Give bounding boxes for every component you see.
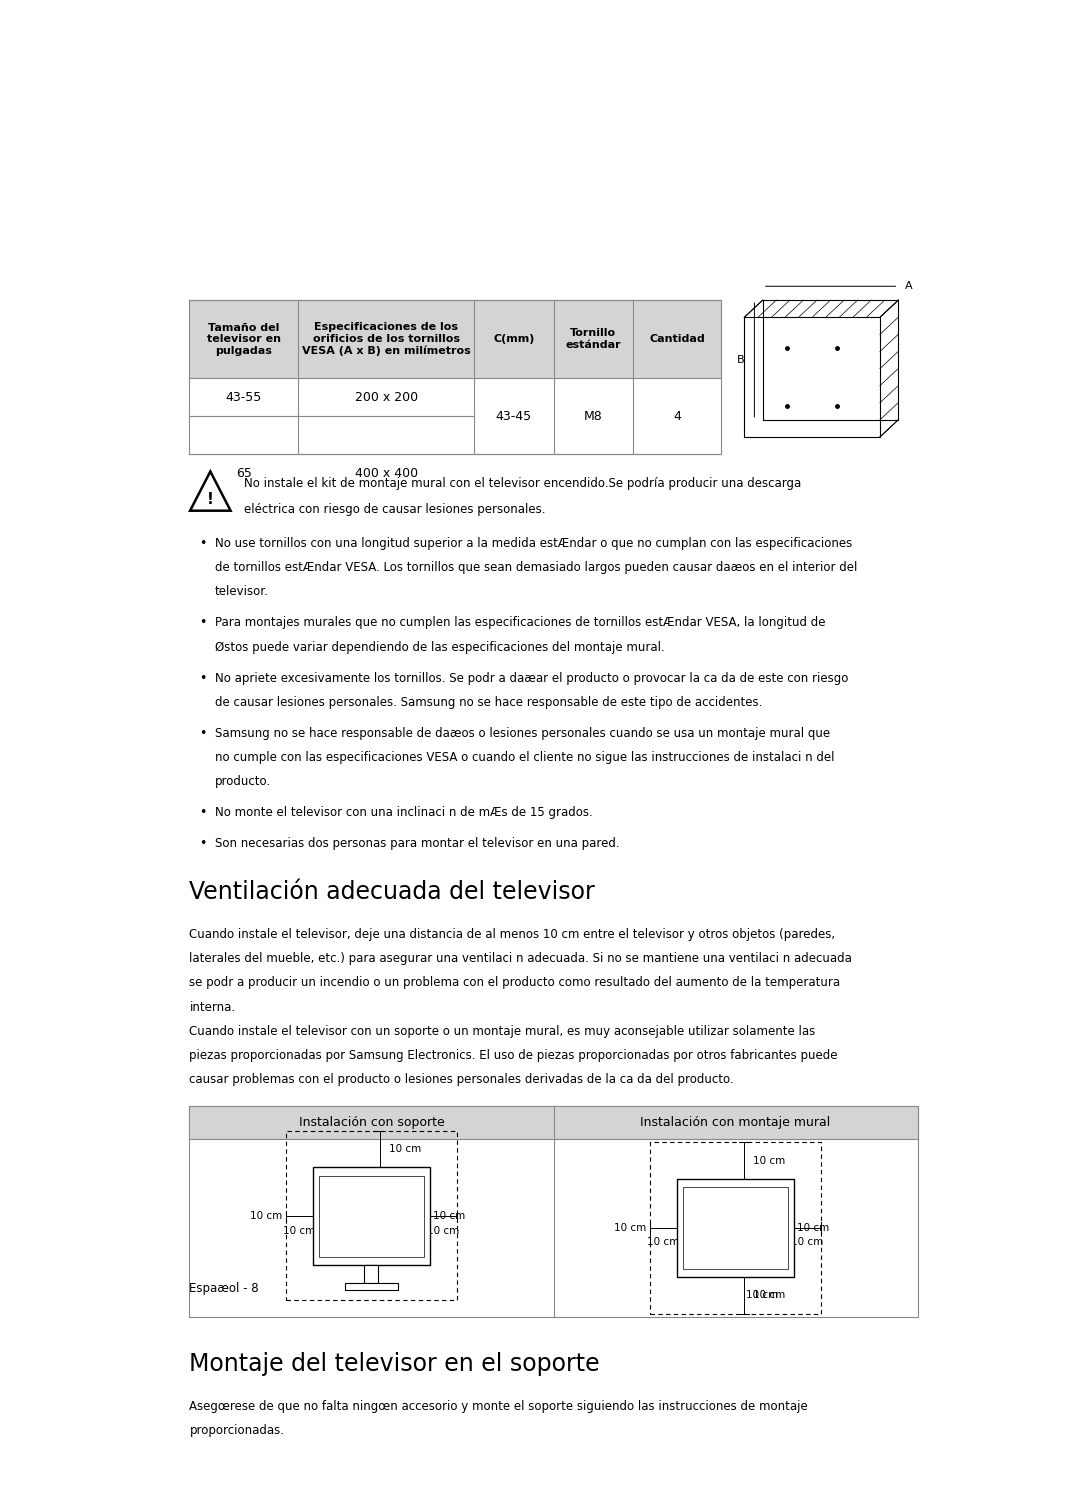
Text: •: • xyxy=(200,728,207,740)
Text: 10 cm: 10 cm xyxy=(433,1212,464,1222)
Text: No use tornillos con una longitud superior a la medida estÆndar o que no cumplan: No use tornillos con una longitud superi… xyxy=(215,536,852,550)
Text: No apriete excesivamente los tornillos. Se podr a daæar el producto o provocar l: No apriete excesivamente los tornillos. … xyxy=(215,672,848,684)
Text: Asegœrese de que no falta ningœn accesorio y monte el soporte siguiendo las inst: Asegœrese de que no falta ningœn accesor… xyxy=(189,1400,808,1413)
Bar xyxy=(683,1188,788,1268)
Text: 10 cm: 10 cm xyxy=(249,1212,282,1222)
Text: 10 cm: 10 cm xyxy=(753,1155,785,1165)
Text: producto.: producto. xyxy=(215,775,271,789)
Text: interna.: interna. xyxy=(189,1001,235,1013)
Text: M8: M8 xyxy=(584,409,603,423)
Text: causar problemas con el producto o lesiones personales derivadas de la ca da del: causar problemas con el producto o lesio… xyxy=(189,1073,734,1086)
Text: de tornillos estÆndar VESA. Los tornillos que sean demasiado largos pueden causa: de tornillos estÆndar VESA. Los tornillo… xyxy=(215,562,856,574)
Text: No monte el televisor con una inclinaci n de mÆs de 15 grados.: No monte el televisor con una inclinaci … xyxy=(215,807,592,819)
Text: 10 cm: 10 cm xyxy=(613,1224,646,1233)
Text: no cumple con las especificaciones VESA o cuando el cliente no sigue las instruc: no cumple con las especificaciones VESA … xyxy=(215,751,834,763)
Text: 10 cm: 10 cm xyxy=(283,1225,315,1236)
Bar xyxy=(313,1167,430,1265)
Bar xyxy=(189,1107,918,1138)
Text: 43-55: 43-55 xyxy=(226,391,262,403)
Bar xyxy=(189,300,721,378)
Text: 10 cm: 10 cm xyxy=(753,1291,785,1300)
Text: 65: 65 xyxy=(235,466,252,480)
Text: 10 cm: 10 cm xyxy=(792,1237,824,1247)
Text: Tornillo
estándar: Tornillo estándar xyxy=(566,329,621,350)
Text: •: • xyxy=(200,672,207,684)
Text: Samsung no se hace responsable de daæos o lesiones personales cuando se usa un m: Samsung no se hace responsable de daæos … xyxy=(215,728,829,740)
Text: televisor.: televisor. xyxy=(215,586,269,599)
Text: 10 cm: 10 cm xyxy=(389,1144,421,1153)
Text: 43-45: 43-45 xyxy=(496,409,531,423)
Text: A: A xyxy=(905,281,913,291)
Text: 200 x 200: 200 x 200 xyxy=(354,391,418,403)
Bar xyxy=(677,1179,794,1277)
Text: Cantidad: Cantidad xyxy=(649,335,705,344)
Text: •: • xyxy=(200,617,207,629)
Text: No instale el kit de montaje mural con el televisor encendido.Se podría producir: No instale el kit de montaje mural con e… xyxy=(244,477,801,490)
Text: Østos puede variar dependiendo de las especificaciones del montaje mural.: Østos puede variar dependiendo de las es… xyxy=(215,641,664,653)
Text: Instalación con montaje mural: Instalación con montaje mural xyxy=(640,1116,831,1129)
Text: se podr a producir un incendio o un problema con el producto como resultado del : se podr a producir un incendio o un prob… xyxy=(189,977,840,989)
Bar xyxy=(364,1265,378,1283)
Text: Para montajes murales que no cumplen las especificaciones de tornillos estÆndar : Para montajes murales que no cumplen las… xyxy=(215,617,825,629)
Text: Montaje del televisor en el soporte: Montaje del televisor en el soporte xyxy=(189,1352,600,1376)
Text: proporcionadas.: proporcionadas. xyxy=(189,1424,284,1437)
Text: B: B xyxy=(737,356,744,365)
Text: de causar lesiones personales. Samsung no se hace responsable de este tipo de ac: de causar lesiones personales. Samsung n… xyxy=(215,696,761,708)
Text: eléctrica con riesgo de causar lesiones personales.: eléctrica con riesgo de causar lesiones … xyxy=(244,502,545,515)
Text: C(mm): C(mm) xyxy=(494,335,535,344)
Text: !: ! xyxy=(207,492,214,506)
Text: 4: 4 xyxy=(673,409,680,423)
Text: •: • xyxy=(200,807,207,819)
Text: Cuando instale el televisor con un soporte o un montaje mural, es muy aconsejabl: Cuando instale el televisor con un sopor… xyxy=(189,1025,815,1038)
Text: •: • xyxy=(200,837,207,850)
Text: Especificaciones de los
orificios de los tornillos
VESA (A x B) en milímetros: Especificaciones de los orificios de los… xyxy=(301,323,471,356)
Bar xyxy=(286,1131,457,1300)
Text: 10 cm: 10 cm xyxy=(746,1291,779,1300)
Text: laterales del mueble, etc.) para asegurar una ventilaci n adecuada. Si no se man: laterales del mueble, etc.) para asegura… xyxy=(189,952,852,965)
Text: Ventilación adecuada del televisor: Ventilación adecuada del televisor xyxy=(189,880,595,904)
Bar xyxy=(650,1141,821,1313)
Text: 400 x 400: 400 x 400 xyxy=(354,466,418,480)
Text: 10 cm: 10 cm xyxy=(428,1225,460,1236)
Text: •: • xyxy=(200,536,207,550)
Text: 10 cm: 10 cm xyxy=(647,1237,679,1247)
Text: Espaæol - 8: Espaæol - 8 xyxy=(189,1282,259,1295)
Bar xyxy=(189,300,721,454)
Bar xyxy=(346,1283,397,1289)
Text: Cuando instale el televisor, deje una distancia de al menos 10 cm entre el telev: Cuando instale el televisor, deje una di… xyxy=(189,928,836,941)
Text: Son necesarias dos personas para montar el televisor en una pared.: Son necesarias dos personas para montar … xyxy=(215,837,619,850)
Bar xyxy=(319,1176,424,1256)
Text: piezas proporcionadas por Samsung Electronics. El uso de piezas proporcionadas p: piezas proporcionadas por Samsung Electr… xyxy=(189,1049,838,1062)
Text: Instalación con soporte: Instalación con soporte xyxy=(298,1116,444,1129)
Bar xyxy=(189,1107,918,1318)
Text: 10 cm: 10 cm xyxy=(797,1224,828,1233)
Text: Tamaño del
televisor en
pulgadas: Tamaño del televisor en pulgadas xyxy=(206,323,281,356)
